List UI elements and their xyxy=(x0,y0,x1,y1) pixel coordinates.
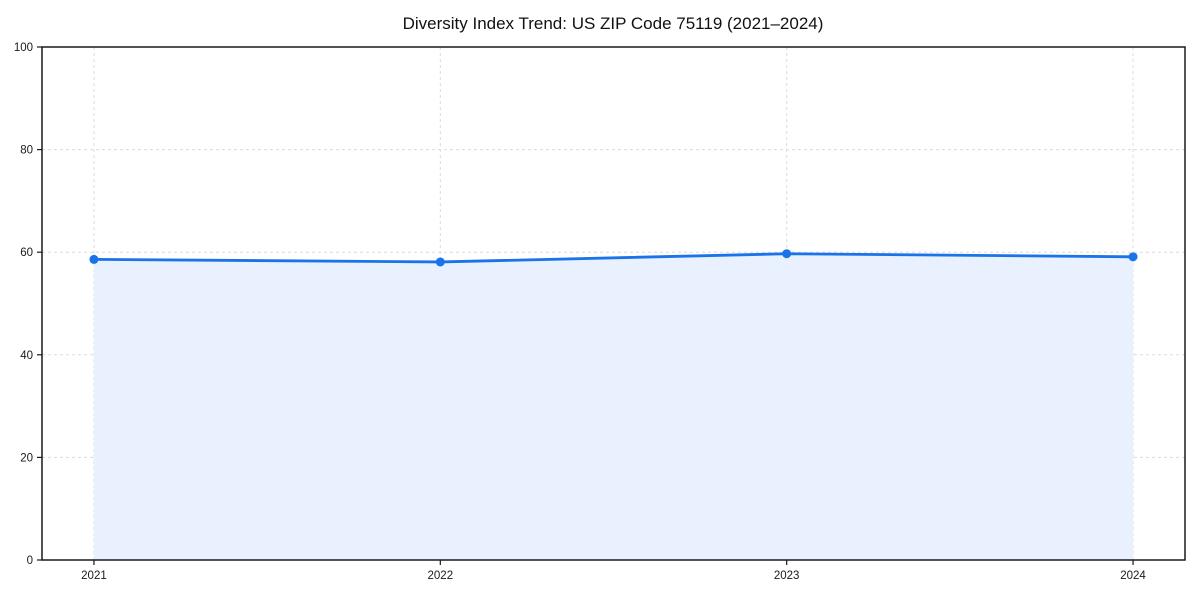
x-tick-label: 2023 xyxy=(774,570,800,582)
plot-frame xyxy=(41,46,1186,561)
tick-labels-layer: 0 20 40 60 80 100 2021 2022 2023 2024 xyxy=(14,42,1147,582)
y-tick-label: 100 xyxy=(14,42,33,54)
trend-line xyxy=(92,252,1135,264)
y-tick-label: 40 xyxy=(20,350,33,362)
data-point-marker xyxy=(89,254,99,264)
y-tick-label: 0 xyxy=(27,555,33,567)
axes-layer xyxy=(37,46,1186,565)
y-tick-label: 20 xyxy=(20,452,33,464)
data-points-layer xyxy=(89,249,1138,267)
data-point-marker xyxy=(435,257,445,267)
area-fill xyxy=(93,253,1134,560)
y-tick-label: 80 xyxy=(20,145,33,157)
data-point-marker xyxy=(782,249,792,259)
trend-line-layer xyxy=(92,252,1135,264)
y-tick-label: 60 xyxy=(20,247,33,259)
chart-title: Diversity Index Trend: US ZIP Code 75119… xyxy=(403,14,824,33)
x-tick-label: 2024 xyxy=(1120,570,1146,582)
area-fill-layer xyxy=(93,253,1134,560)
x-tick-label: 2022 xyxy=(428,570,454,582)
data-point-marker xyxy=(1128,252,1138,262)
x-tick-label: 2021 xyxy=(81,570,107,582)
